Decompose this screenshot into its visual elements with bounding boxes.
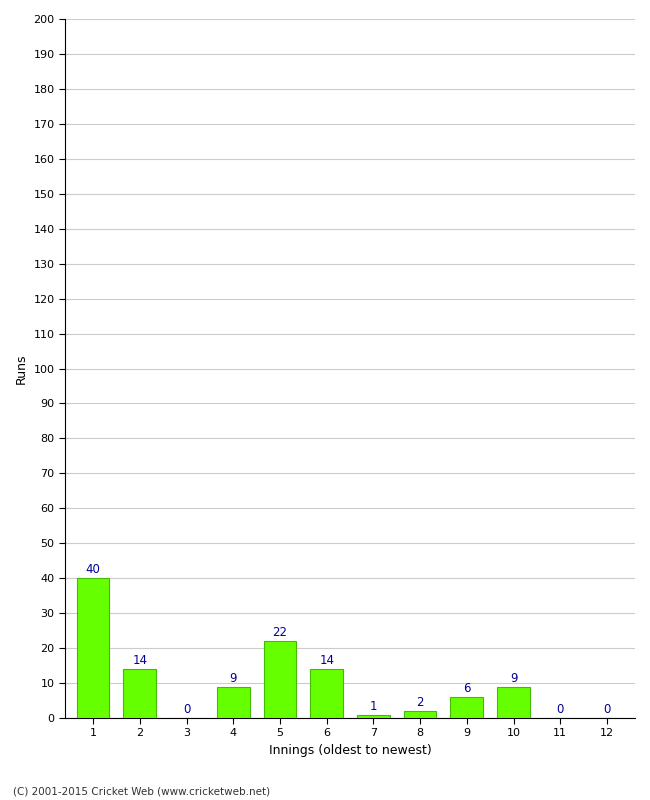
Text: 14: 14 (133, 654, 148, 667)
Bar (217, 686, 250, 718)
Text: (C) 2001-2015 Cricket Web (www.cricketweb.net): (C) 2001-2015 Cricket Web (www.cricketwe… (13, 786, 270, 796)
Text: 0: 0 (183, 703, 190, 716)
Text: 0: 0 (603, 703, 610, 716)
Y-axis label: Runs: Runs (15, 354, 28, 384)
Text: 22: 22 (272, 626, 287, 639)
Bar (77, 578, 109, 718)
Bar (310, 669, 343, 718)
Bar (124, 669, 156, 718)
Bar (264, 641, 296, 718)
X-axis label: Innings (oldest to newest): Innings (oldest to newest) (268, 744, 432, 757)
Text: 2: 2 (417, 696, 424, 710)
Text: 9: 9 (229, 672, 237, 685)
Text: 14: 14 (319, 654, 334, 667)
Text: 6: 6 (463, 682, 471, 695)
Bar (450, 697, 483, 718)
Text: 40: 40 (86, 563, 101, 577)
Text: 0: 0 (556, 703, 564, 716)
Bar (497, 686, 530, 718)
Bar (357, 714, 390, 718)
Text: 1: 1 (370, 700, 377, 713)
Text: 9: 9 (510, 672, 517, 685)
Bar (404, 711, 436, 718)
